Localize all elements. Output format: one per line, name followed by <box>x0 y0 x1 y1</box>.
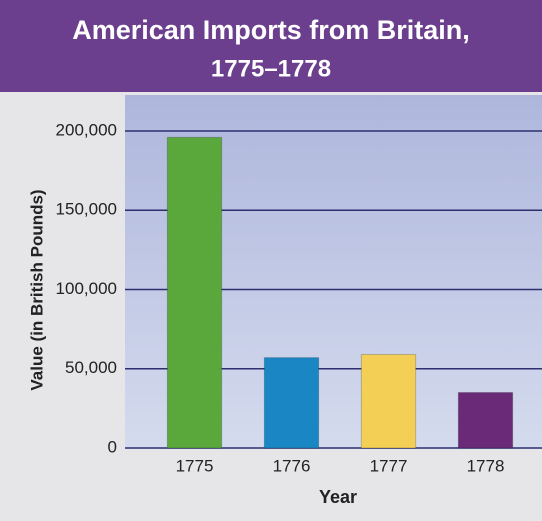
y-tick-label: 0 <box>108 437 117 456</box>
y-tick-label: 50,000 <box>65 358 117 377</box>
x-axis-label: Year <box>319 487 357 507</box>
y-tick-label: 150,000 <box>56 200 117 219</box>
bar <box>166 136 223 449</box>
x-tick-label: 1778 <box>467 456 505 475</box>
bar <box>263 357 320 449</box>
bar <box>360 353 417 449</box>
x-tick-label: 1775 <box>176 456 214 475</box>
header-band <box>0 0 542 92</box>
y-tick-label: 100,000 <box>56 279 117 298</box>
x-tick-label: 1777 <box>370 456 408 475</box>
y-tick-label: 200,000 <box>56 120 117 139</box>
y-axis-label: Value (in British Pounds) <box>27 189 46 390</box>
bar <box>457 392 514 449</box>
chart-title: American Imports from Britain, <box>72 15 470 45</box>
x-tick-label: 1776 <box>273 456 311 475</box>
chart-subtitle: 1775–1778 <box>211 55 331 82</box>
